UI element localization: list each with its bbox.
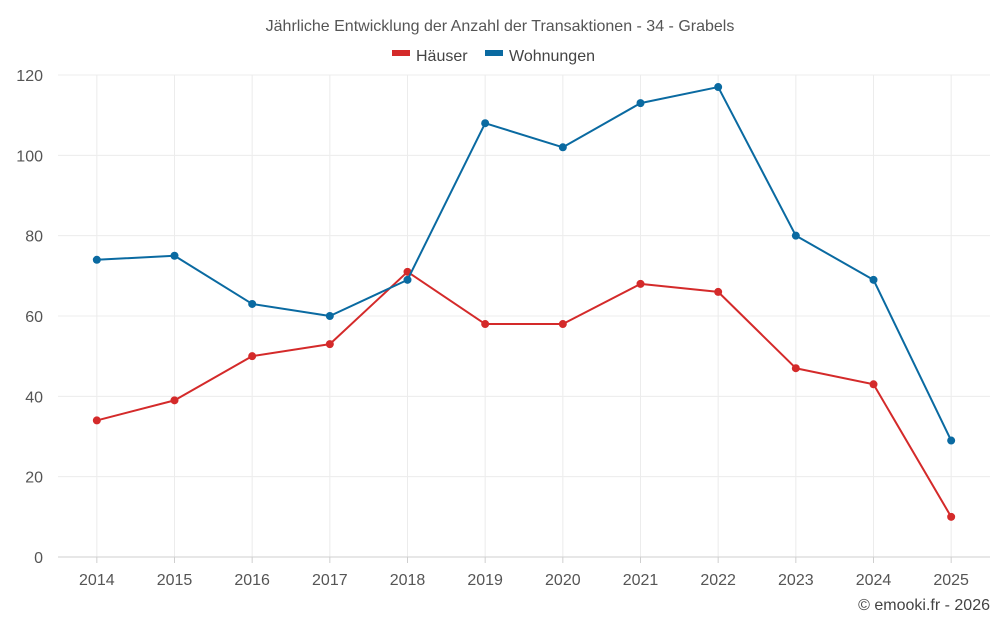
- data-point-haeuser[interactable]: [325, 340, 334, 349]
- x-tick-label: 2021: [623, 572, 659, 589]
- legend-swatch-wohnungen: [485, 50, 503, 56]
- x-tick-label: 2025: [933, 572, 969, 589]
- grid: [58, 74, 990, 557]
- series-line-haeuser: [96, 270, 953, 518]
- axes: 0 20 40 60 80 100 120 2014 2015 2016 2017 2018 2019 2…: [16, 68, 990, 589]
- y-tick-label: 0: [34, 550, 43, 567]
- data-point-haeuser[interactable]: [636, 279, 645, 288]
- data-point-wohnungen[interactable]: [791, 231, 800, 240]
- data-point-haeuser[interactable]: [869, 380, 878, 389]
- data-point-haeuser[interactable]: [92, 416, 101, 425]
- data-point-wohnungen[interactable]: [403, 275, 412, 284]
- data-point-wohnungen[interactable]: [558, 143, 567, 152]
- x-tick-label: 2024: [856, 572, 892, 589]
- data-point-wohnungen[interactable]: [636, 99, 645, 108]
- legend-item-haeuser[interactable]: Häuser: [392, 48, 468, 65]
- data-point-wohnungen[interactable]: [869, 275, 878, 284]
- y-tick-label: 60: [25, 309, 43, 326]
- y-tick-label: 20: [25, 470, 43, 487]
- x-tick-label: 2016: [234, 572, 270, 589]
- y-tick-label: 80: [25, 229, 43, 246]
- data-point-haeuser[interactable]: [481, 320, 490, 329]
- data-point-wohnungen[interactable]: [170, 251, 179, 260]
- series-wohnungen: [92, 83, 956, 445]
- data-point-haeuser[interactable]: [558, 320, 567, 329]
- data-point-wohnungen[interactable]: [248, 299, 257, 308]
- data-point-haeuser[interactable]: [170, 396, 179, 405]
- series-line-wohnungen: [96, 86, 953, 441]
- x-tick-label: 2014: [79, 572, 115, 589]
- legend-label-wohnungen: Wohnungen: [509, 48, 595, 65]
- legend[interactable]: Häuser Wohnungen: [392, 48, 595, 65]
- data-point-haeuser[interactable]: [248, 352, 257, 361]
- data-point-wohnungen[interactable]: [947, 436, 956, 445]
- legend-item-wohnungen[interactable]: Wohnungen: [485, 48, 595, 65]
- data-point-wohnungen[interactable]: [325, 312, 334, 320]
- chart-title: Jährliche Entwicklung der Anzahl der Tra…: [266, 18, 735, 35]
- data-point-wohnungen[interactable]: [714, 83, 723, 92]
- y-tick-label: 40: [25, 389, 43, 406]
- data-point-wohnungen[interactable]: [481, 119, 490, 128]
- legend-label-haeuser: Häuser: [416, 48, 468, 65]
- data-point-wohnungen[interactable]: [92, 255, 101, 264]
- credit-text: © emooki.fr - 2026: [858, 597, 990, 614]
- x-tick-label: 2017: [312, 572, 348, 589]
- series-haeuser: [92, 267, 956, 521]
- x-tick-label: 2018: [390, 572, 426, 589]
- x-tick-label: 2015: [157, 572, 193, 589]
- series-layer: [92, 83, 956, 521]
- data-point-haeuser[interactable]: [947, 512, 956, 521]
- legend-swatch-haeuser: [392, 50, 410, 56]
- y-tick-label: 120: [16, 68, 43, 85]
- x-tick-label: 2019: [467, 572, 503, 589]
- x-tick-label: 2020: [545, 572, 581, 589]
- y-tick-label: 100: [16, 148, 43, 165]
- data-point-haeuser[interactable]: [791, 364, 800, 373]
- x-tick-label: 2023: [778, 572, 814, 589]
- x-tick-label: 2022: [700, 572, 736, 589]
- data-point-haeuser[interactable]: [714, 287, 723, 296]
